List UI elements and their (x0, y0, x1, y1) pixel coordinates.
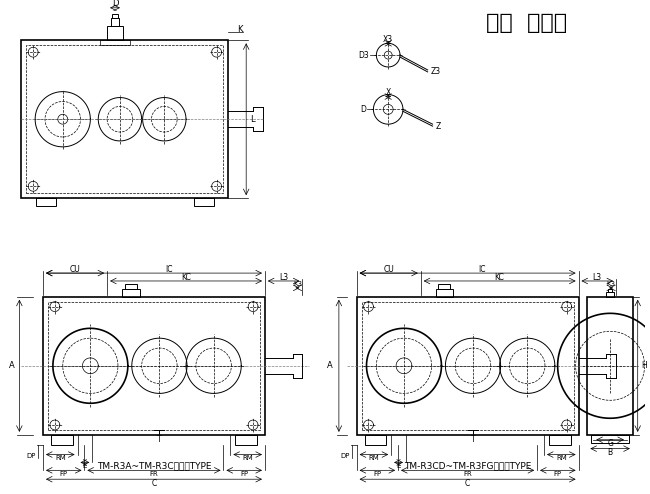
Bar (107, 26, 123, 41)
Text: B: B (608, 448, 613, 457)
Bar (361, 302, 573, 430)
Text: K: K (237, 25, 243, 34)
Text: RM: RM (369, 455, 379, 461)
Text: D: D (361, 105, 367, 114)
Text: X3: X3 (383, 35, 393, 44)
Text: RM: RM (556, 455, 567, 461)
Bar (588, 297, 633, 435)
Bar (194, 198, 214, 206)
Bar (36, 198, 56, 206)
Text: C: C (151, 479, 157, 488)
Text: TM-R3A~TM-R3C适用此TYPE: TM-R3A~TM-R3C适用此TYPE (97, 461, 211, 470)
Bar (357, 297, 578, 435)
Text: L: L (250, 115, 255, 124)
Text: KC: KC (181, 273, 191, 282)
Bar (606, 292, 614, 297)
Text: CU: CU (70, 265, 81, 274)
Text: X: X (385, 88, 391, 97)
Text: TM-R3CD~TM-R3FG适用此TYPE: TM-R3CD~TM-R3FG适用此TYPE (404, 461, 531, 470)
Text: Z3: Z3 (430, 67, 441, 77)
Text: T: T (157, 435, 162, 444)
Bar (549, 435, 571, 445)
Bar (592, 435, 629, 443)
Bar (436, 289, 453, 297)
Bar (100, 41, 130, 45)
Text: T: T (471, 435, 475, 444)
Text: IC: IC (478, 265, 486, 274)
Text: L3: L3 (593, 273, 602, 282)
Text: Z: Z (436, 122, 441, 130)
Bar (48, 302, 260, 430)
Text: FP: FP (60, 471, 68, 477)
Text: RM: RM (242, 455, 253, 461)
Text: DP: DP (341, 453, 350, 458)
Text: E: E (83, 463, 87, 469)
Text: FP: FP (240, 471, 248, 477)
Bar (111, 18, 119, 26)
Bar (439, 284, 450, 289)
Text: FP: FP (373, 471, 382, 477)
Text: IC: IC (165, 265, 172, 274)
Text: FR: FR (150, 471, 159, 477)
Text: D: D (112, 0, 118, 8)
Text: H: H (642, 361, 647, 370)
Text: KC: KC (495, 273, 504, 282)
Bar (235, 435, 257, 445)
Text: FR: FR (463, 471, 472, 477)
Bar (608, 289, 612, 292)
Text: A: A (8, 361, 14, 370)
Text: D3: D3 (359, 50, 369, 60)
Bar (26, 45, 224, 193)
Bar (365, 435, 386, 445)
Text: RM: RM (55, 455, 66, 461)
Bar (125, 284, 136, 289)
Bar (43, 297, 265, 435)
Bar (122, 289, 140, 297)
Text: K3: K3 (293, 281, 302, 287)
Text: K3: K3 (606, 281, 616, 287)
Text: E: E (396, 463, 401, 469)
Text: CU: CU (384, 265, 394, 274)
Text: L3: L3 (279, 273, 288, 282)
Text: 三段  直交轴: 三段 直交轴 (486, 12, 567, 33)
Bar (21, 41, 228, 198)
Text: A: A (327, 361, 333, 370)
Text: G: G (607, 439, 613, 448)
Bar (112, 14, 118, 18)
Text: C: C (465, 479, 470, 488)
Text: FP: FP (554, 471, 562, 477)
Text: DP: DP (27, 453, 36, 458)
Bar (51, 435, 73, 445)
